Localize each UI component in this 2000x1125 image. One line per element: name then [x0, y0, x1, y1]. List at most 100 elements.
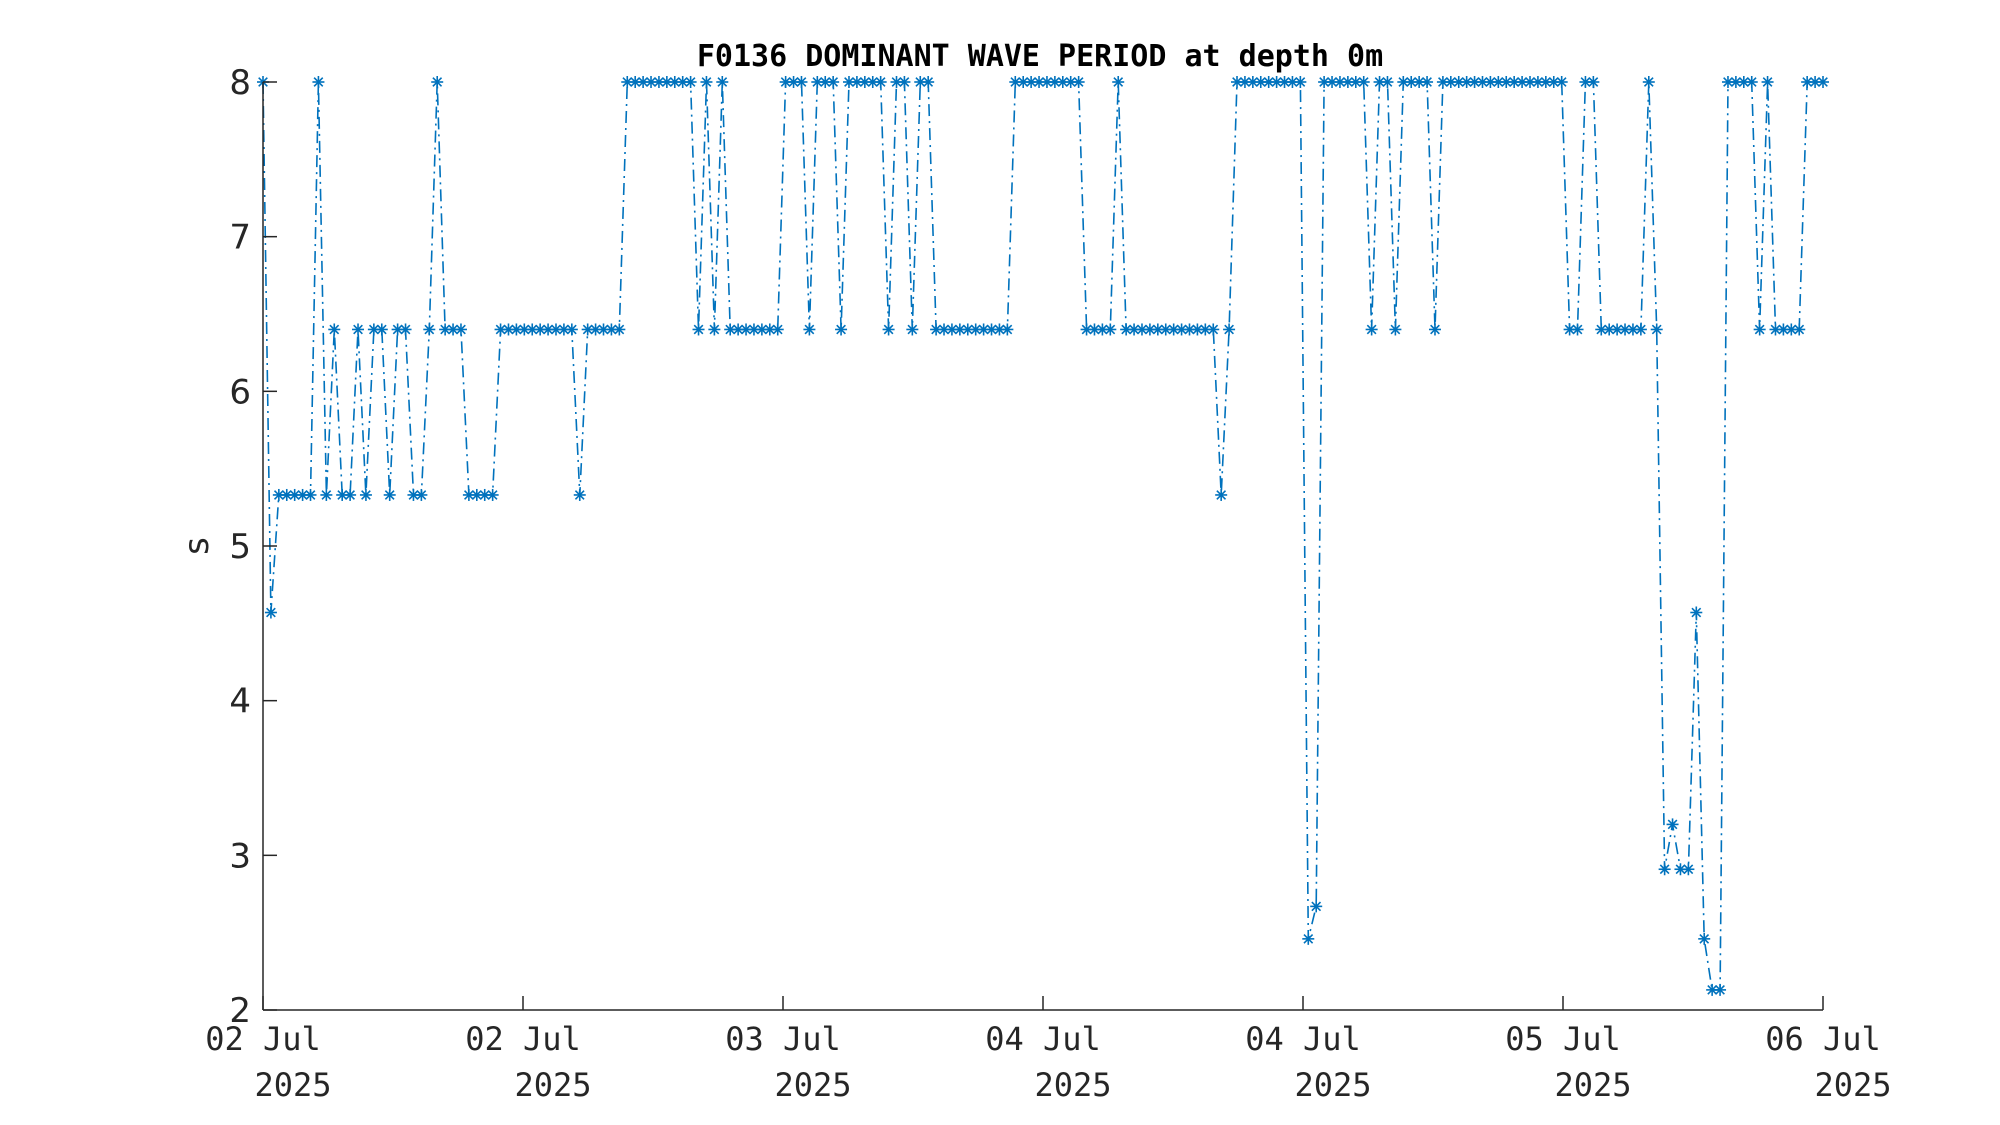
data-point — [1128, 323, 1141, 336]
data-point — [1666, 818, 1679, 831]
data-point — [352, 323, 365, 336]
data-point — [1634, 323, 1647, 336]
data-point — [423, 323, 436, 336]
data-point — [1072, 76, 1085, 88]
data-point — [1492, 76, 1505, 88]
data-point — [1555, 76, 1568, 88]
data-point — [930, 323, 943, 336]
data-point — [1531, 76, 1544, 88]
data-point — [724, 323, 737, 336]
data-point — [787, 76, 800, 88]
y-axis-label: s — [177, 537, 217, 555]
y-ticks: 2 3 4 5 6 7 8 — [229, 63, 277, 1031]
data-point — [415, 488, 428, 501]
y-tick-label: 5 — [229, 527, 251, 567]
data-point — [1714, 983, 1727, 996]
data-point — [304, 488, 317, 501]
data-point — [573, 488, 586, 501]
data-point — [399, 323, 412, 336]
data-point — [312, 76, 325, 88]
data-point — [1642, 76, 1655, 88]
x-tick-label-year: 2025 — [1034, 1066, 1111, 1104]
y-tick-label: 4 — [229, 682, 251, 722]
x-tick-label-day: 02 Jul — [465, 1020, 581, 1058]
data-point — [581, 323, 594, 336]
data-point — [835, 323, 848, 336]
data-point — [1603, 323, 1616, 336]
x-tick-label-day: 05 Jul — [1505, 1020, 1621, 1058]
data-point — [1690, 606, 1703, 619]
data-point — [1421, 76, 1434, 88]
data-point — [1207, 323, 1220, 336]
x-tick-label-day: 04 Jul — [1245, 1020, 1361, 1058]
data-point — [1223, 323, 1236, 336]
data-point — [771, 323, 784, 336]
y-tick-label: 6 — [229, 372, 251, 412]
x-tick-label-year: 2025 — [1294, 1066, 1371, 1104]
data-point — [1294, 76, 1307, 88]
data-point — [454, 323, 467, 336]
data-point — [296, 488, 309, 501]
data-point — [510, 323, 523, 336]
data-point — [1650, 323, 1663, 336]
data-point — [906, 323, 919, 336]
data-point — [1745, 76, 1758, 88]
data-point — [1365, 323, 1378, 336]
data-point — [1753, 323, 1766, 336]
data-point — [716, 76, 729, 88]
data-point — [676, 76, 689, 88]
data-point — [486, 488, 499, 501]
y-tick-label: 7 — [229, 218, 251, 258]
data-point — [1460, 76, 1473, 88]
x-tick-label-day: 06 Jul — [1765, 1020, 1881, 1058]
y-tick-label: 3 — [229, 836, 251, 876]
data-point — [692, 323, 705, 336]
data-point — [1547, 76, 1560, 88]
data-point — [431, 76, 444, 88]
x-tick-label-year: 2025 — [774, 1066, 851, 1104]
x-tick-label-year: 2025 — [254, 1066, 331, 1104]
y-tick-label: 2 — [229, 991, 251, 1031]
data-point — [922, 76, 935, 88]
data-point — [898, 76, 911, 88]
data-point — [1571, 323, 1584, 336]
data-point — [613, 323, 626, 336]
data-point — [1112, 76, 1125, 88]
data-point — [1579, 76, 1592, 88]
data-point — [328, 323, 341, 336]
data-point — [866, 76, 879, 88]
data-point — [320, 488, 333, 501]
data-point — [795, 76, 808, 88]
data-point — [359, 488, 372, 501]
data-point — [827, 76, 840, 88]
data-point — [1674, 863, 1687, 876]
x-ticks: 02 Jul 2025 02 Jul 2025 03 Jul 2025 04 Jul 2025… — [205, 996, 1892, 1104]
data-point — [344, 488, 357, 501]
data-point — [1587, 76, 1600, 88]
data-point — [1619, 323, 1632, 336]
x-tick-label-day: 02 Jul — [205, 1020, 321, 1058]
data-point — [803, 323, 816, 336]
data-point — [1088, 323, 1101, 336]
data-point — [1143, 323, 1156, 336]
series-line — [262, 81, 1823, 991]
y-tick-label: 8 — [229, 63, 251, 103]
data-point — [1310, 900, 1323, 913]
data-point — [1793, 323, 1806, 336]
data-point — [874, 76, 887, 88]
x-tick-label-year: 2025 — [1554, 1066, 1631, 1104]
data-point — [882, 323, 895, 336]
data-point — [1246, 76, 1259, 88]
data-point — [637, 76, 650, 88]
data-point — [1001, 323, 1014, 336]
data-point — [1389, 323, 1402, 336]
x-tick-label-year: 2025 — [514, 1066, 591, 1104]
x-tick-label-year: 2025 — [1814, 1066, 1891, 1104]
data-point — [684, 76, 697, 88]
data-point — [629, 76, 642, 88]
data-point — [1357, 76, 1370, 88]
data-point — [1183, 323, 1196, 336]
data-point — [1500, 76, 1513, 88]
data-point — [1817, 76, 1829, 88]
